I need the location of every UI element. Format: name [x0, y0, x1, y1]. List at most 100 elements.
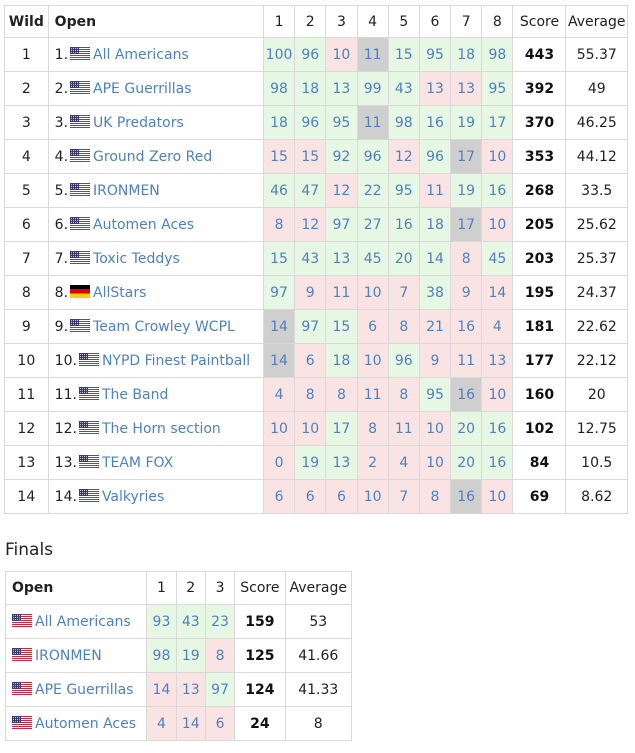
finals-header-row: Open 1 2 3 Score Average: [4, 571, 352, 605]
team-name-link[interactable]: AllStars: [93, 284, 147, 301]
round-2-score-cell: 19: [294, 445, 327, 480]
team-name-link[interactable]: Automen Aces: [93, 216, 195, 233]
team-name-link[interactable]: Toxic Teddys: [93, 250, 180, 267]
seed-number: 6.: [54, 216, 69, 233]
wild-rank-cell: 13: [4, 445, 49, 480]
total-score-cell: 203: [512, 241, 567, 276]
average-score-cell: 25.37: [565, 241, 628, 276]
round-2-score-cell: 43: [175, 604, 206, 639]
col-header-round-7[interactable]: 7: [450, 5, 483, 38]
finals-standings-table: Open 1 2 3 Score Average All Americans 93…: [4, 571, 352, 741]
germany-flag-icon: [70, 284, 91, 298]
team-name-link[interactable]: TEAM FOX: [101, 454, 174, 471]
round-7-score-cell: 17: [450, 139, 483, 174]
table-row: 6 6. Automen Aces 8 12 97 27 16 18 17 10 205 25.62: [4, 207, 628, 242]
team-name-link[interactable]: The Band: [101, 386, 169, 403]
seed-number: 3.: [54, 114, 69, 131]
wild-rank-cell: 12: [4, 411, 49, 446]
us-flag-icon: [78, 488, 99, 502]
team-name-link[interactable]: IRONMEN: [93, 182, 160, 199]
round-4-score-cell: 10: [356, 275, 389, 310]
team-cell: 8. AllStars: [47, 275, 264, 310]
team-name-link[interactable]: APE Guerrillas: [93, 80, 192, 97]
round-7-score-cell: 20: [450, 445, 483, 480]
team-name-link[interactable]: Ground Zero Red: [93, 148, 213, 165]
seed-number: 13.: [54, 454, 77, 471]
col-header-wild[interactable]: Wild: [4, 5, 49, 38]
finals-col-header-round-3[interactable]: 3: [204, 571, 236, 605]
seed-number: 5.: [54, 182, 69, 199]
round-5-score-cell: 8: [387, 309, 420, 344]
average-score-cell: 8: [284, 706, 352, 741]
total-score-cell: 177: [512, 343, 567, 378]
round-8-score-cell: 16: [481, 411, 514, 446]
round-6-score-cell: 13: [418, 71, 452, 106]
us-flag-icon: [70, 114, 91, 128]
table-row: 12 12. The Horn section 10 10 17 8 11 10 20 16 102 1…: [4, 411, 628, 446]
team-name-link[interactable]: All Americans: [93, 46, 189, 63]
round-3-score-cell: 95: [325, 105, 358, 140]
total-score-cell: 353: [512, 139, 567, 174]
table-row: 9 9. Team Crowley WCPL 14 97 15 6 8 21 16 4 181 22.6…: [4, 309, 628, 344]
round-6-score-cell: 38: [418, 275, 452, 310]
col-header-round-4[interactable]: 4: [356, 5, 389, 38]
total-score-cell: 370: [512, 105, 567, 140]
team-name-link[interactable]: APE Guerrillas: [35, 681, 134, 698]
wild-rank-cell: 6: [4, 207, 49, 242]
team-cell: 3. UK Predators: [47, 105, 264, 140]
finals-col-header-round-2[interactable]: 2: [175, 571, 206, 605]
finals-col-header-average[interactable]: Average: [284, 571, 352, 605]
col-header-open[interactable]: Open: [47, 5, 264, 38]
team-name-link[interactable]: The Horn section: [101, 420, 221, 437]
team-cell: 7. Toxic Teddys: [47, 241, 264, 276]
round-6-score-cell: 10: [418, 445, 452, 480]
team-name-link[interactable]: NYPD Finest Paintball: [101, 352, 251, 369]
round-4-score-cell: 96: [356, 139, 389, 174]
average-score-cell: 33.5: [565, 173, 628, 208]
wild-rank-cell: 8: [4, 275, 49, 310]
total-score-cell: 69: [512, 479, 567, 514]
wild-rank-cell: 11: [4, 377, 49, 412]
round-4-score-cell: 2: [356, 445, 389, 480]
round-6-score-cell: 95: [418, 37, 452, 72]
col-header-score[interactable]: Score: [512, 5, 567, 38]
team-name-link[interactable]: Team Crowley WCPL: [93, 318, 235, 335]
average-score-cell: 46.25: [565, 105, 628, 140]
round-4-score-cell: 11: [356, 377, 389, 412]
col-header-round-1[interactable]: 1: [262, 5, 296, 38]
col-header-round-3[interactable]: 3: [325, 5, 358, 38]
seed-number: 14.: [54, 488, 77, 505]
wild-rank-cell: 4: [4, 139, 49, 174]
table-row: 7 7. Toxic Teddys 15 43 13 45 20 14 8 45 203 25.37: [4, 241, 628, 276]
round-3-score-cell: 13: [325, 241, 358, 276]
col-header-average[interactable]: Average: [565, 5, 628, 38]
round-4-score-cell: 8: [356, 411, 389, 446]
round-8-score-cell: 17: [481, 105, 514, 140]
team-name-link[interactable]: IRONMEN: [35, 647, 102, 664]
finals-col-header-score[interactable]: Score: [234, 571, 286, 605]
us-flag-icon: [70, 46, 91, 60]
wild-open-standings-table: Wild Open 1 2 3 4 5 6 7 8 Score Average …: [4, 5, 628, 514]
team-name-link[interactable]: All Americans: [35, 613, 131, 630]
team-name-link[interactable]: UK Predators: [93, 114, 184, 131]
finals-col-header-round-1[interactable]: 1: [146, 571, 177, 605]
round-1-score-cell: 10: [262, 411, 296, 446]
team-name-link[interactable]: Valkyries: [101, 488, 165, 505]
team-name-link[interactable]: Automen Aces: [35, 715, 137, 732]
round-3-score-cell: 12: [325, 173, 358, 208]
col-header-round-5[interactable]: 5: [387, 5, 420, 38]
round-4-score-cell: 10: [356, 479, 389, 514]
col-header-round-6[interactable]: 6: [418, 5, 452, 38]
round-1-score-cell: 97: [262, 275, 296, 310]
round-3-score-cell: 8: [204, 638, 236, 673]
round-5-score-cell: 12: [387, 139, 420, 174]
col-header-round-8[interactable]: 8: [481, 5, 514, 38]
round-3-score-cell: 13: [325, 445, 358, 480]
finals-col-header-open[interactable]: Open: [4, 571, 148, 605]
average-score-cell: 24.37: [565, 275, 628, 310]
table-row: 2 2. APE Guerrillas 98 18 13 99 43 13 13 95 392 49: [4, 71, 628, 106]
table-header-row: Wild Open 1 2 3 4 5 6 7 8 Score Average: [4, 5, 628, 38]
round-6-score-cell: 10: [418, 411, 452, 446]
seed-number: 2.: [54, 80, 69, 97]
col-header-round-2[interactable]: 2: [294, 5, 327, 38]
